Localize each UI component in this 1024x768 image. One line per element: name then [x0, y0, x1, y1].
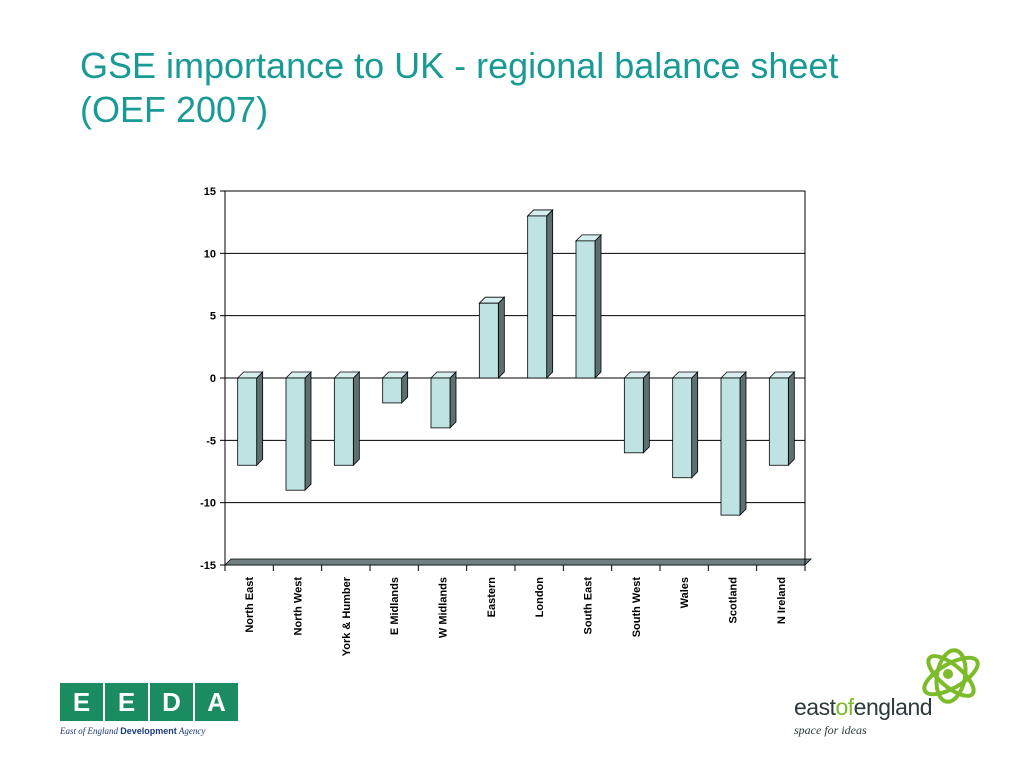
x-category-label: York & Humber [341, 576, 353, 656]
chart-floor [224, 558, 812, 566]
bar [333, 377, 354, 466]
y-tick-label: -5 [206, 435, 216, 447]
bar-side [449, 371, 457, 429]
eeda-letter: A [195, 683, 238, 721]
eoe-word-of: of [835, 694, 854, 720]
eoe-tagline: space for ideas [794, 723, 867, 737]
x-category-label: Wales [679, 577, 691, 608]
x-category-label: South West [631, 577, 643, 638]
bar-side [352, 371, 360, 467]
bar [382, 377, 403, 404]
bar-side [546, 208, 554, 379]
eeda-letter: E [105, 683, 148, 721]
y-tick-label: 10 [204, 248, 216, 260]
bar [575, 240, 596, 379]
eoe-word-england: england [853, 694, 933, 720]
slide-title-line-2: (OEF 2007) [80, 89, 269, 130]
y-tick-label: 0 [210, 373, 216, 385]
bar-side [691, 371, 699, 479]
eeda-tagline-pre: East of England [60, 726, 121, 736]
y-tick-label: 5 [210, 311, 216, 323]
bar [527, 215, 548, 379]
x-category-label: Scotland [728, 577, 740, 623]
bar-side [256, 371, 264, 467]
bar [672, 377, 693, 479]
eoe-wordmark: eastofengland [794, 694, 933, 721]
slide-title-line-1: GSE importance to UK - regional balance … [80, 45, 839, 86]
eeda-letter: E [60, 683, 103, 721]
bar-side [497, 296, 505, 379]
slide-title: GSE importance to UK - regional balance … [80, 44, 980, 132]
bar [623, 377, 644, 454]
green-swirl-icon [922, 648, 980, 704]
x-category-label: E Midlands [389, 577, 401, 635]
bar [430, 377, 451, 429]
bar-side [594, 233, 602, 379]
x-category-label: North East [244, 577, 256, 633]
y-tick-label: 15 [204, 186, 216, 198]
bar-side [787, 371, 795, 467]
eeda-tagline-post: Agency [176, 726, 206, 736]
bar-side [304, 371, 312, 492]
x-category-label: South East [583, 577, 595, 635]
bar-side [642, 371, 650, 454]
y-tick-label: -15 [200, 560, 216, 572]
eoe-word-east: east [794, 694, 836, 720]
eeda-tagline: East of England Development Agency [60, 726, 240, 736]
east-of-england-logo: eastofengland space for ideas [790, 640, 1000, 740]
x-category-label: London [534, 577, 546, 618]
y-tick-label: -10 [200, 498, 216, 510]
eeda-letter: D [150, 683, 193, 721]
x-category-label: Eastern [486, 577, 498, 618]
x-category-label: W Midlands [438, 577, 450, 638]
bar [285, 377, 306, 491]
eeda-logo: E E D A East of England Development Agen… [60, 683, 240, 741]
bar [720, 377, 741, 516]
x-category-label: N Ireland [776, 577, 788, 624]
bar [768, 377, 789, 466]
bar [237, 377, 258, 466]
bar-side [739, 371, 747, 517]
bar [478, 302, 499, 379]
eeda-tagline-bold: Development [120, 726, 177, 736]
x-category-label: North West [293, 577, 305, 636]
